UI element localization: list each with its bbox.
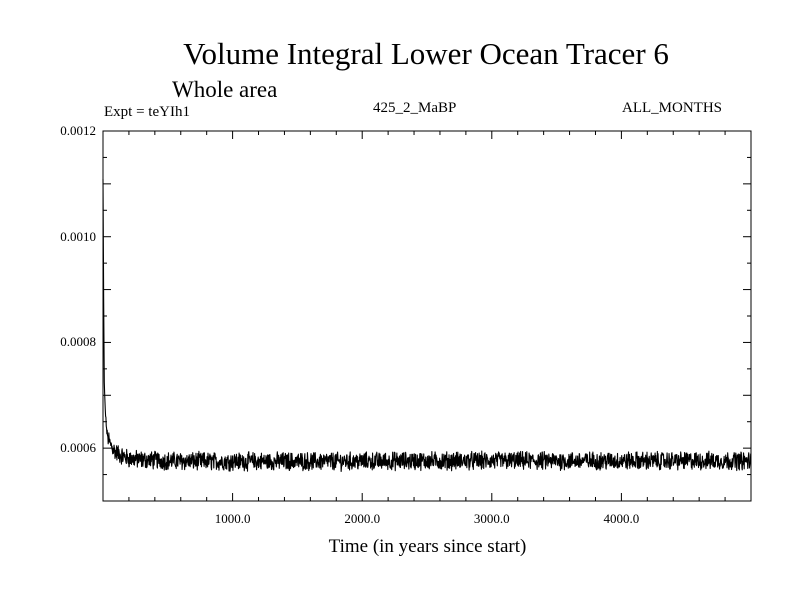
x-tick-label: 4000.0 [603, 511, 640, 526]
y-tick-label: 0.0012 [60, 123, 96, 138]
x-tick-label: 2000.0 [344, 511, 381, 526]
plot-layer [102, 178, 752, 473]
x-tick-label: 3000.0 [473, 511, 510, 526]
tick-layer [103, 131, 751, 501]
y-tick-label: 0.0010 [60, 228, 96, 244]
plot-frame [102, 130, 752, 502]
y-tick-label: 0.0008 [60, 334, 96, 350]
x-axis-label: Time (in years since start) [328, 536, 527, 557]
experiment-label: Expt = teYIh1 [104, 104, 190, 120]
chart-title: Volume Integral Lower Ocean Tracer 6 [183, 36, 669, 71]
season-label: ALL_MONTHS [622, 100, 722, 116]
chart-subtitle: Whole area [172, 77, 278, 102]
x-tick-label: 1000.0 [214, 511, 251, 526]
series-line-0 [102, 178, 752, 473]
run-label: 425_2_MaBP [373, 100, 457, 116]
y-tick-label: 0.0006 [60, 440, 96, 456]
